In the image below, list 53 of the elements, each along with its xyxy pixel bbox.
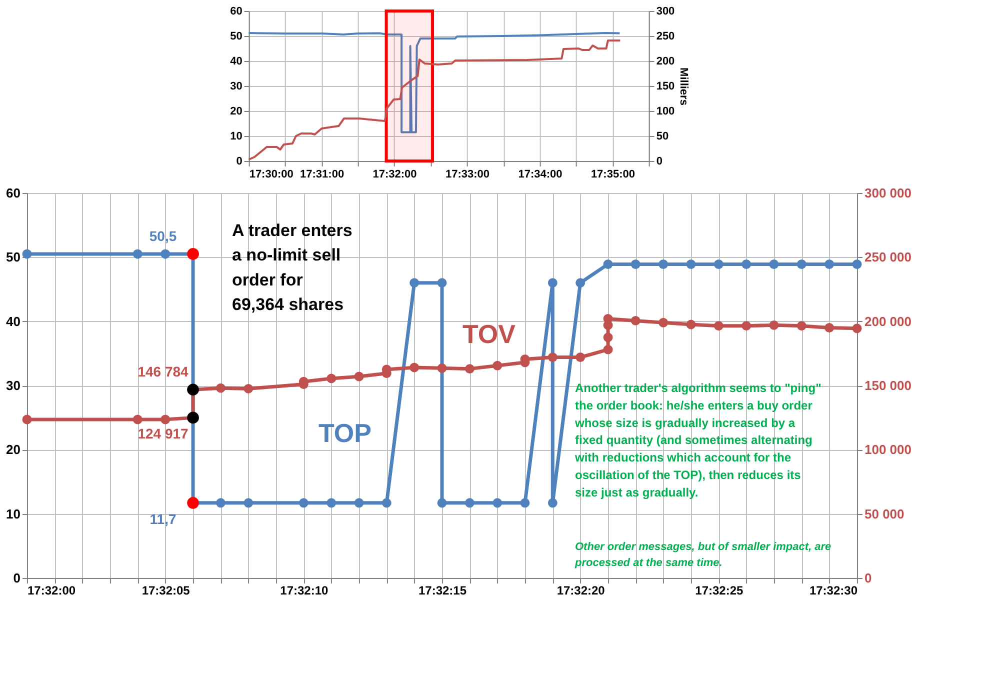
x-tick-label: 17:32:30 — [809, 584, 858, 598]
y2-tick-label: 50 000 — [864, 506, 904, 522]
y-tick-label: 60 — [6, 186, 21, 200]
y-tick-label: 40 — [6, 314, 21, 329]
y2-tick-label: 100 000 — [864, 442, 912, 458]
series-label: TOV — [462, 319, 516, 349]
y-tick-label: 50 — [6, 250, 21, 265]
y2-tick-label: 150 000 — [864, 378, 912, 393]
x-tick-label: 17:32:20 — [556, 584, 606, 598]
y2-tick-label: 300 — [656, 6, 675, 18]
x-tick-label: 17:32:05 — [142, 584, 190, 598]
x-tick-label: 17:31:00 — [300, 168, 344, 180]
series-label: TOP — [318, 418, 372, 448]
y2-tick-label: 250 — [656, 30, 675, 42]
y2-tick-label: 200 — [656, 56, 675, 68]
y2-tick-label: 0 — [656, 156, 662, 168]
y2-tick-label: 200 000 — [864, 314, 912, 329]
annotation: Other order messages, but of smaller impact, are processed at the same time. — [574, 541, 832, 569]
x-tick-label: 17:32:00 — [28, 584, 76, 598]
y2-tick-label: 150 — [656, 80, 675, 92]
y-tick-label: 0 — [13, 570, 21, 586]
y-tick-label: 10 — [6, 506, 21, 522]
y-tick-label: 40 — [230, 56, 242, 68]
annotation: A trader enters a no-limit sell order for 69,364 shares — [232, 221, 352, 314]
data-label: 124 917 — [138, 426, 189, 442]
y2-tick-label: 50 — [656, 130, 669, 142]
y2-tick-label: 250 000 — [864, 250, 912, 265]
y-tick-label: 30 — [230, 80, 242, 92]
y-tick-label: 50 — [230, 30, 242, 42]
x-tick-label: 17:32:25 — [695, 584, 744, 598]
y-tick-label: 10 — [230, 130, 242, 142]
line-series — [248, 32, 621, 134]
x-tick-label: 17:33:00 — [445, 168, 490, 180]
y2-tick-label: 0 — [864, 570, 872, 586]
y2-tick-label: 100 — [656, 106, 675, 118]
annotation: Another trader's algorithm seems to "ping" the order book: he/she enters a buy order whose size is gradually increased by a fixed quantity (and sometimes alternating with reductions which account for the oscillation of the TOP), then reduces its size just as gradually. — [574, 381, 822, 500]
data-label: 11,7 — [150, 510, 176, 527]
y2-axis-title: Milliers — [678, 68, 690, 106]
y-tick-label: 20 — [230, 106, 242, 118]
y-tick-label: 0 — [236, 156, 242, 168]
x-tick-label: 17:34:00 — [518, 168, 562, 180]
x-tick-label: 17:32:00 — [372, 168, 417, 180]
y-tick-label: 60 — [230, 6, 242, 18]
x-tick-label: 17:35:00 — [590, 168, 635, 180]
data-label: 146 784 — [138, 364, 189, 380]
data-label: 50,5 — [149, 228, 177, 244]
x-tick-label: 17:32:15 — [418, 584, 467, 598]
y-tick-label: 30 — [6, 378, 21, 393]
y2-tick-label: 300 000 — [864, 186, 912, 200]
x-tick-label: 17:30:00 — [249, 168, 294, 180]
x-tick-label: 17:32:10 — [280, 584, 329, 598]
y-tick-label: 20 — [6, 442, 21, 458]
line-series — [248, 40, 622, 160]
